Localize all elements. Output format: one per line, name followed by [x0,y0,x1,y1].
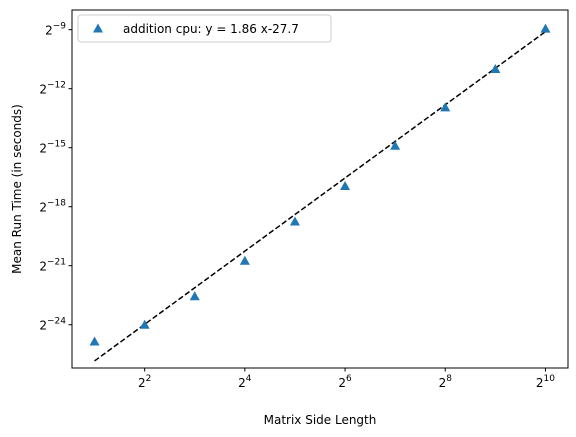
y-axis: 2−9 2−12 2−15 2−18 2−21 2−24 [39,22,72,333]
plot-area [71,9,569,369]
data-point [189,291,200,301]
data-points-layer [89,23,551,346]
x-tick-label: 26 [338,374,352,390]
legend-label: addition cpu: y = 1.86 x-27.7 [123,22,299,36]
x-tick-label: 210 [536,374,555,390]
data-point [239,255,250,265]
legend: addition cpu: y = 1.86 x-27.7 [77,14,332,43]
x-axis: 22 24 26 28 210 [138,368,555,390]
y-tick-label: 2−18 [39,199,66,215]
y-tick-label: 2−9 [45,22,66,38]
data-point [139,319,150,329]
y-tick-label: 2−15 [39,140,66,156]
y-tick-label: 2−24 [39,317,66,333]
y-axis-title: Mean Run Time (in seconds) [10,104,24,274]
x-axis-title: Matrix Side Length [264,413,377,427]
data-point [390,140,401,150]
x-tick-label: 24 [238,374,252,390]
fit-line-layer [94,31,546,362]
fit-line [94,31,546,362]
y-tick-label: 2−12 [39,81,66,97]
data-point [89,336,100,346]
legend-box [77,14,332,43]
x-tick-label: 22 [138,374,151,390]
data-point [340,181,351,191]
data-point [289,216,300,226]
data-point [540,23,551,33]
x-tick-label: 28 [439,374,453,390]
data-point [490,64,501,74]
y-tick-label: 2−21 [39,258,66,274]
data-point [440,102,451,112]
legend-marker-triangle-icon [93,23,103,33]
